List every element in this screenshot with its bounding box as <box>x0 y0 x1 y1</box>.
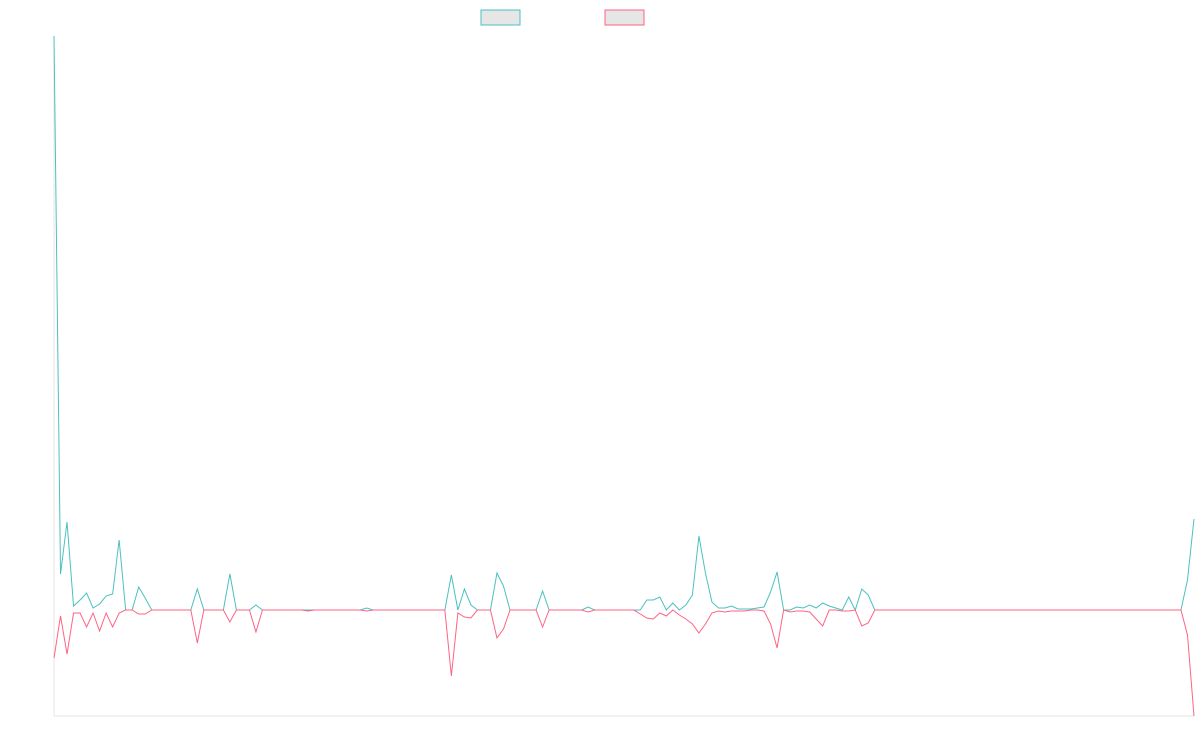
legend-swatch[interactable] <box>480 9 521 26</box>
data-line <box>53 609 1195 717</box>
data-line <box>53 35 1195 612</box>
legend-swatch[interactable] <box>604 9 645 26</box>
